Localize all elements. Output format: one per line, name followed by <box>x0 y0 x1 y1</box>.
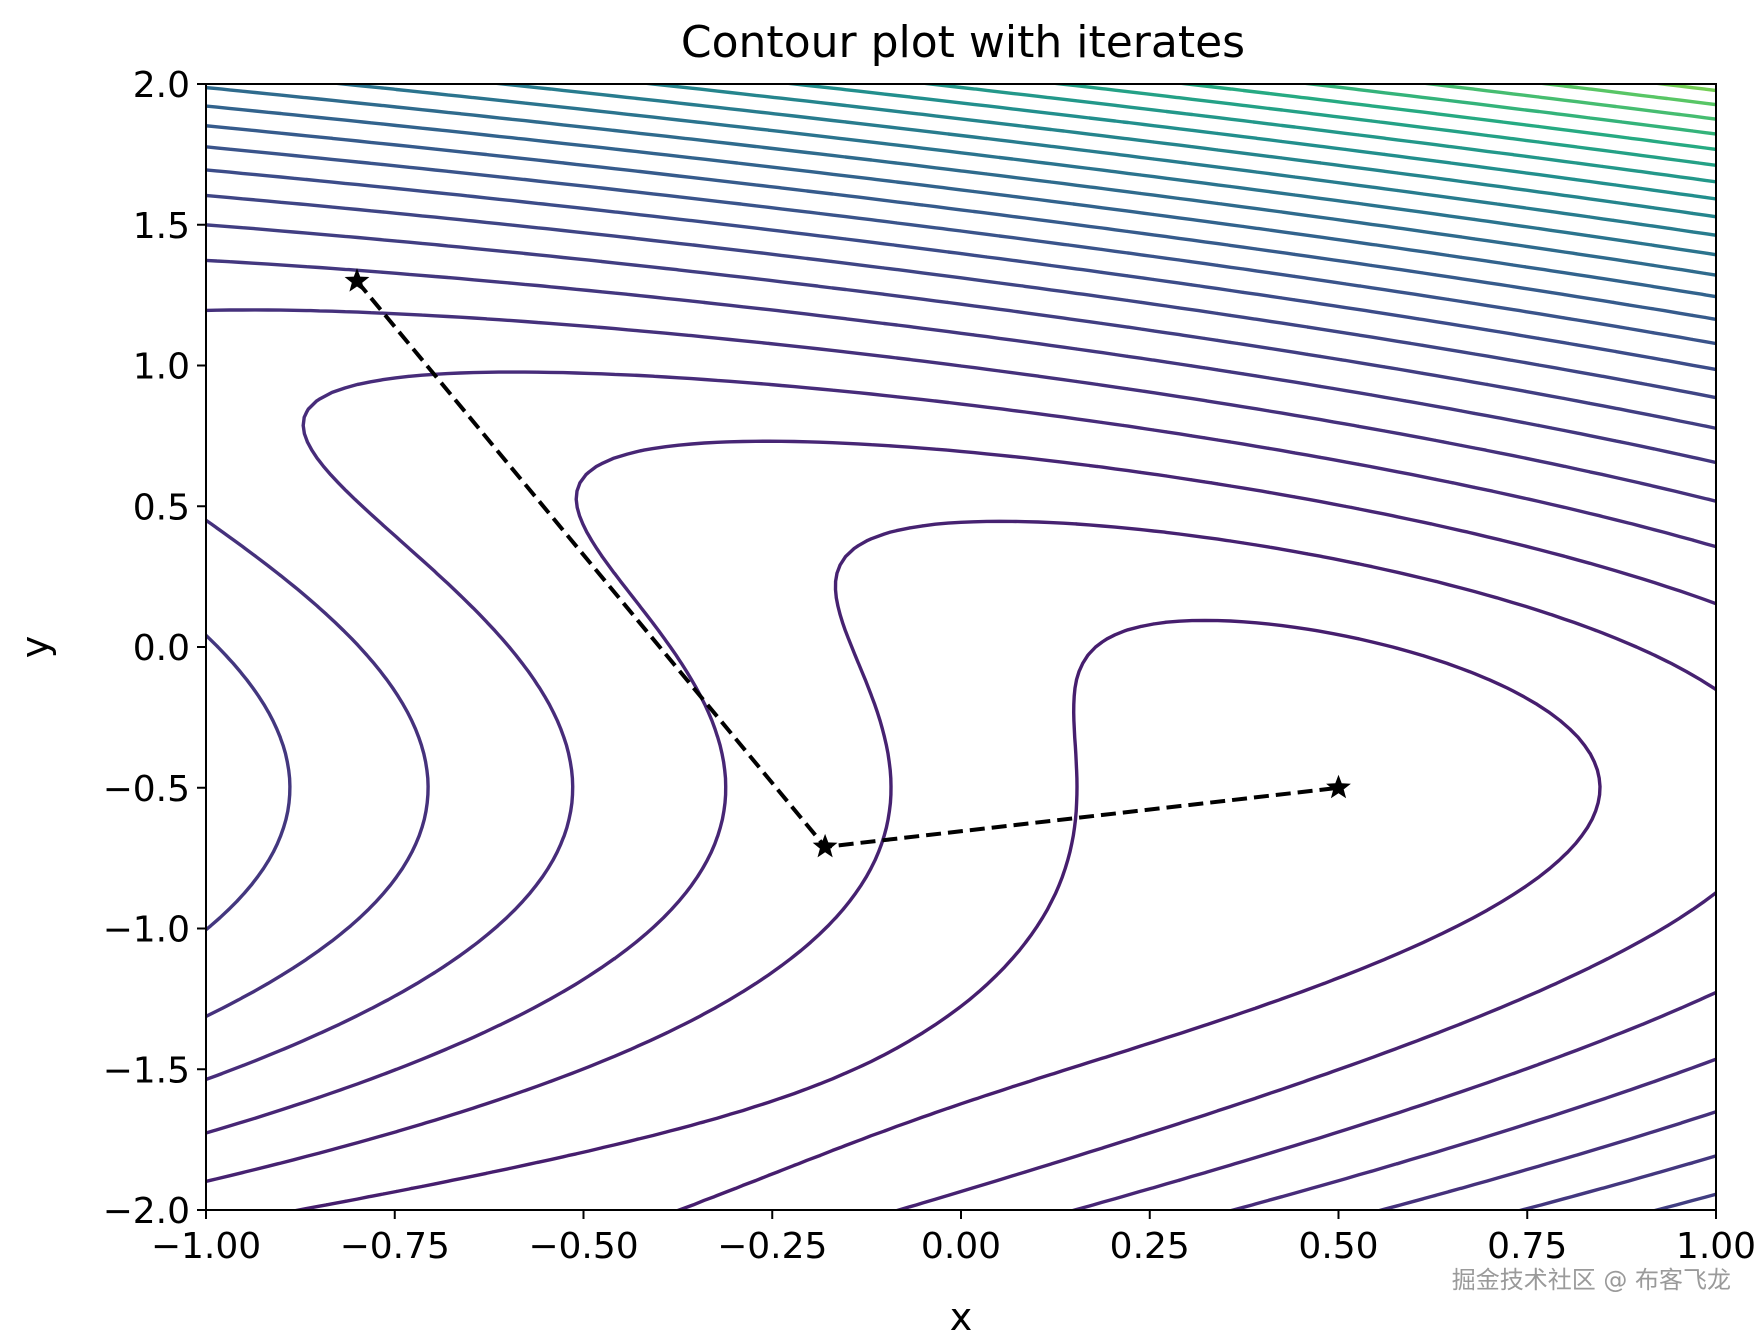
iterate-star-marker <box>812 833 838 858</box>
x-tick-label: 0.25 <box>1110 1226 1190 1267</box>
x-tick-label: −0.50 <box>528 1226 638 1267</box>
contour-level <box>206 193 1716 400</box>
contour-level <box>206 258 1716 1210</box>
contour-level <box>1046 84 1716 168</box>
contour-level <box>486 84 1716 237</box>
y-tick-label: 2.0 <box>133 65 190 106</box>
contour-level <box>1173 84 1716 152</box>
y-tick-label: 1.0 <box>133 347 190 388</box>
contour-level <box>637 84 1716 219</box>
contour-level <box>206 519 1716 1210</box>
x-tick-label: −0.25 <box>717 1226 827 1267</box>
contour-level <box>206 104 1716 299</box>
contour-lines <box>206 84 1716 1210</box>
contour-level <box>779 84 1716 201</box>
iterate-path <box>344 268 1351 858</box>
contour-level <box>206 223 1716 1210</box>
y-tick-label: 0.0 <box>133 628 190 669</box>
x-tick-label: −0.75 <box>340 1226 450 1267</box>
x-tick-label: 0.50 <box>1298 1226 1378 1267</box>
y-tick-label: −1.5 <box>103 1050 190 1091</box>
iterate-star-marker <box>344 268 370 292</box>
contour-level <box>206 439 1716 1210</box>
contour-level <box>206 370 1716 1210</box>
contour-level <box>206 145 1716 346</box>
contour-level <box>1416 84 1716 121</box>
contour-level <box>206 308 1716 1210</box>
y-axis-label: y <box>13 636 57 659</box>
watermark-text: 掘金技术社区 @ 布客飞龙 <box>1451 1266 1731 1294</box>
contour-level <box>1648 84 1716 93</box>
x-tick-label: 0.75 <box>1487 1226 1567 1267</box>
chart-title: Contour plot with iterates <box>681 17 1245 68</box>
x-axis-label: x <box>950 1295 973 1337</box>
x-axis-ticks: −1.00 −0.75 −0.50 −0.25 0.00 0.25 0.50 0.75 1.00 <box>151 1210 1756 1267</box>
y-tick-label: −0.5 <box>103 769 190 810</box>
y-tick-label: −2.0 <box>103 1191 190 1232</box>
iterate-star-marker <box>1326 774 1351 799</box>
contour-level <box>915 84 1716 184</box>
contour-level <box>206 168 1716 372</box>
y-axis-ticks: 2.0 1.5 1.0 0.5 0.0 −0.5 −1.0 −1.5 −2.0 <box>103 65 206 1232</box>
y-tick-label: −1.0 <box>103 910 190 951</box>
contour-level <box>289 618 1602 1210</box>
contour-level <box>206 85 1716 277</box>
x-tick-label: 0.00 <box>921 1226 1001 1267</box>
contour-level <box>1533 84 1716 107</box>
y-tick-label: 0.5 <box>133 487 190 528</box>
y-tick-label: 1.5 <box>133 206 190 247</box>
contour-level <box>327 84 1716 257</box>
x-tick-label: 1.00 <box>1676 1226 1756 1267</box>
x-tick-label: −1.00 <box>151 1226 261 1267</box>
